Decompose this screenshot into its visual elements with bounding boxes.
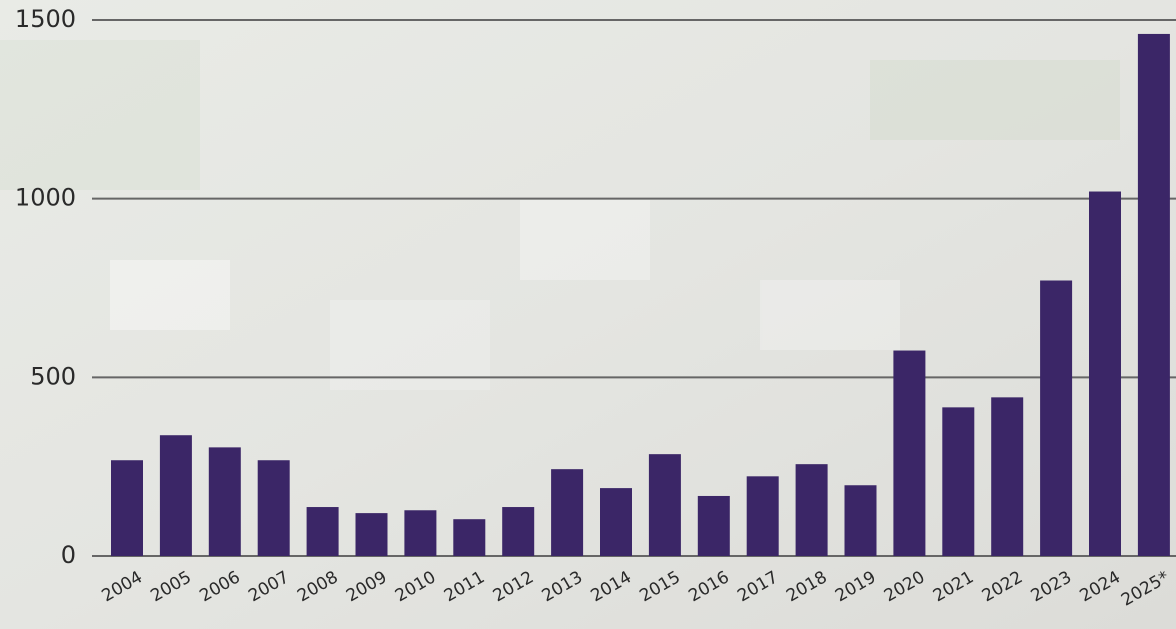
bar [1040, 280, 1072, 556]
bar [1138, 34, 1170, 556]
bar [307, 507, 339, 556]
bar [747, 476, 779, 556]
bar [551, 469, 583, 556]
bar [942, 407, 974, 556]
bar [209, 447, 241, 556]
bar [600, 488, 632, 556]
bar [502, 507, 534, 556]
bar [845, 485, 877, 556]
bar [258, 460, 290, 556]
chart: 0500100015002004200520062007200820092010… [0, 0, 1176, 629]
bar [160, 435, 192, 556]
y-tick-label: 1000 [15, 184, 76, 212]
bar [796, 464, 828, 556]
page: 0500100015002004200520062007200820092010… [0, 0, 1176, 629]
bar [991, 397, 1023, 556]
bar [698, 496, 730, 556]
y-tick-label: 0 [61, 541, 76, 569]
bar [893, 351, 925, 556]
bar [111, 460, 143, 556]
y-tick-label: 500 [30, 362, 76, 390]
y-tick-label: 1500 [15, 5, 76, 33]
bar [1089, 192, 1121, 556]
bar [356, 513, 388, 556]
bar [649, 454, 681, 556]
bar [404, 510, 436, 556]
bar [453, 519, 485, 556]
